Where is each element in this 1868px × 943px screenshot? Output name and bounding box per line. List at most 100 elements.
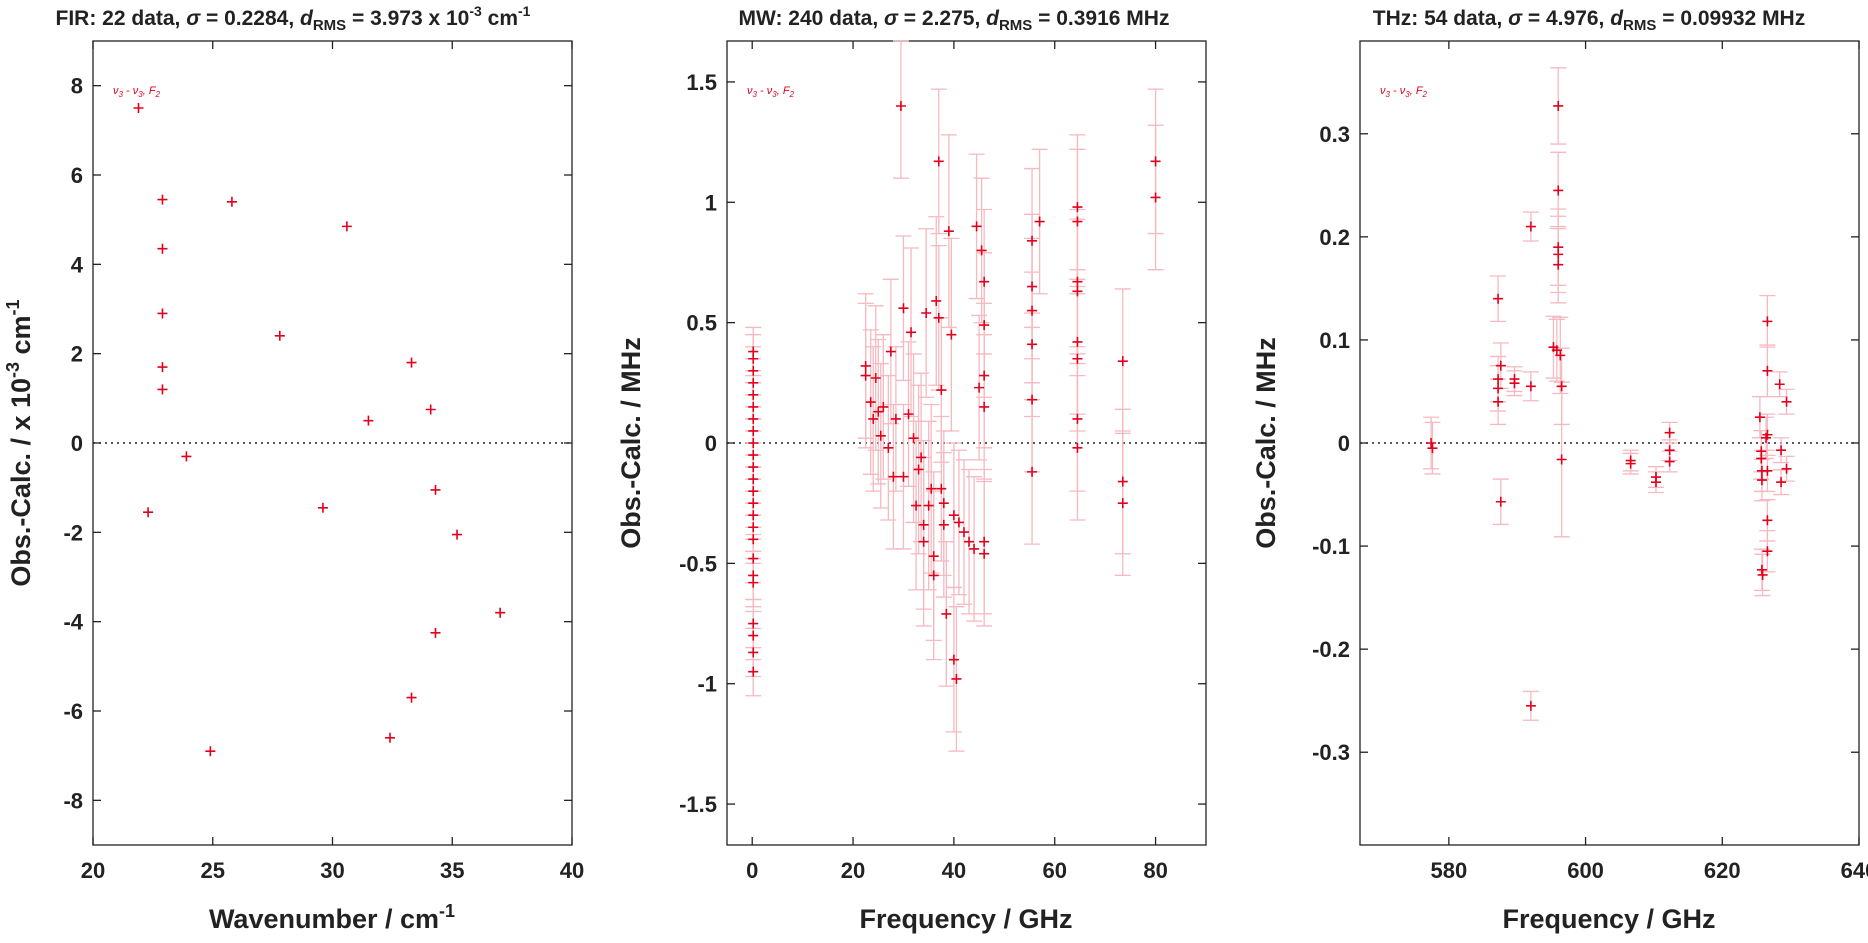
data-point	[933, 156, 944, 167]
data-point	[181, 451, 192, 462]
data-point	[1756, 453, 1767, 464]
data-point	[979, 548, 990, 559]
data-point	[1525, 381, 1536, 392]
data-point	[452, 529, 463, 540]
y-tick-label: 0	[71, 431, 83, 456]
data-point	[943, 226, 954, 237]
panel-fir-annotation: ν3 - ν3, F2	[113, 85, 161, 99]
data-point	[1072, 413, 1083, 424]
data-point	[1495, 496, 1506, 507]
x-tick-label: 620	[1704, 858, 1741, 883]
data-point	[748, 425, 759, 436]
x-tick-label: 600	[1567, 858, 1604, 883]
data-point	[870, 373, 881, 384]
y-tick-label: 0.2	[1319, 225, 1350, 250]
x-tick-label: 20	[81, 858, 105, 883]
data-point	[931, 295, 942, 306]
data-point	[1556, 381, 1567, 392]
data-point	[1493, 383, 1504, 394]
data-point	[1762, 429, 1773, 440]
data-point	[916, 452, 927, 463]
data-point	[1117, 476, 1128, 487]
data-point	[898, 303, 909, 314]
data-point	[1495, 360, 1506, 371]
data-point	[979, 370, 990, 381]
data-point	[1774, 379, 1785, 390]
data-point	[406, 357, 417, 368]
x-tick-label: 60	[1042, 858, 1066, 883]
x-tick-label: 20	[841, 858, 865, 883]
y-tick-label: 4	[71, 252, 84, 277]
y-tick-label: -6	[63, 699, 83, 724]
panel-thz-xlabel: Frequency / GHz	[1502, 904, 1715, 934]
data-point	[1762, 465, 1773, 476]
data-point	[908, 433, 919, 444]
data-point	[1625, 458, 1636, 469]
data-point	[1509, 378, 1520, 389]
data-point	[888, 471, 899, 482]
data-point	[875, 430, 886, 441]
data-point	[748, 353, 759, 364]
data-point	[1072, 276, 1083, 287]
data-point	[895, 100, 906, 111]
data-point	[1553, 259, 1564, 270]
panel-mw-content: 0 20 40 60 80 -1.5 -1 -0.5 0 0.5 1 1.5	[679, 40, 1206, 883]
data-point	[1781, 463, 1792, 474]
data-point	[384, 732, 395, 743]
data-point	[748, 553, 759, 564]
data-point	[1650, 477, 1661, 488]
data-point	[1027, 235, 1038, 246]
data-point	[1493, 396, 1504, 407]
data-point	[1072, 336, 1083, 347]
data-point	[885, 346, 896, 357]
data-point	[860, 370, 871, 381]
data-point	[941, 608, 952, 619]
data-point	[1553, 249, 1564, 260]
data-point	[1781, 396, 1792, 407]
data-point	[964, 536, 975, 547]
data-point	[1117, 498, 1128, 509]
data-point	[274, 330, 285, 341]
data-point	[748, 666, 759, 677]
data-point	[143, 507, 154, 518]
y-tick-label: 8	[71, 74, 83, 99]
data-point	[748, 498, 759, 509]
data-point	[425, 404, 436, 415]
data-point	[1072, 216, 1083, 227]
data-point	[928, 570, 939, 581]
data-point	[951, 673, 962, 684]
panel-mw: MW: 240 data, σ = 2.275, dRMS = 0.3916 M…	[616, 7, 1207, 934]
data-point	[1762, 546, 1773, 557]
data-point	[1426, 438, 1437, 448]
data-point	[953, 517, 964, 528]
data-point	[748, 577, 759, 588]
data-point	[1027, 305, 1038, 316]
panel-fir-content: 20 25 30 35 40 -8 -6 -4 -2 0 2 4 6 8	[63, 41, 584, 883]
data-point	[898, 471, 909, 482]
data-point	[1072, 202, 1083, 213]
data-point	[936, 483, 947, 494]
data-point	[133, 103, 144, 113]
data-point	[157, 243, 168, 254]
data-point	[936, 385, 947, 396]
panel-mw-annotation: ν3 - ν3, F2	[747, 85, 795, 99]
panel-mw-ylabel: Obs.-Calc. / MHz	[616, 337, 646, 549]
panel-fir-ylabel: Obs.-Calc. / x 10-3 cm-1	[3, 299, 36, 586]
data-point	[860, 360, 871, 371]
data-point	[1493, 374, 1504, 385]
data-point	[948, 654, 959, 665]
x-tick-label: 30	[320, 858, 344, 883]
data-point	[430, 484, 441, 495]
panel-thz-title: THz: 54 data, σ = 4.976, dRMS = 0.09932 …	[1373, 7, 1805, 34]
data-point	[1427, 443, 1438, 454]
data-point	[748, 522, 759, 533]
panel-thz: THz: 54 data, σ = 4.976, dRMS = 0.09932 …	[1251, 7, 1868, 934]
data-point	[748, 510, 759, 521]
y-tick-label: 0	[705, 431, 717, 456]
panel-fir-xlabel: Wavenumber / cm-1	[209, 901, 455, 934]
data-point	[1072, 286, 1083, 297]
data-point	[878, 401, 889, 412]
data-point	[971, 221, 982, 232]
